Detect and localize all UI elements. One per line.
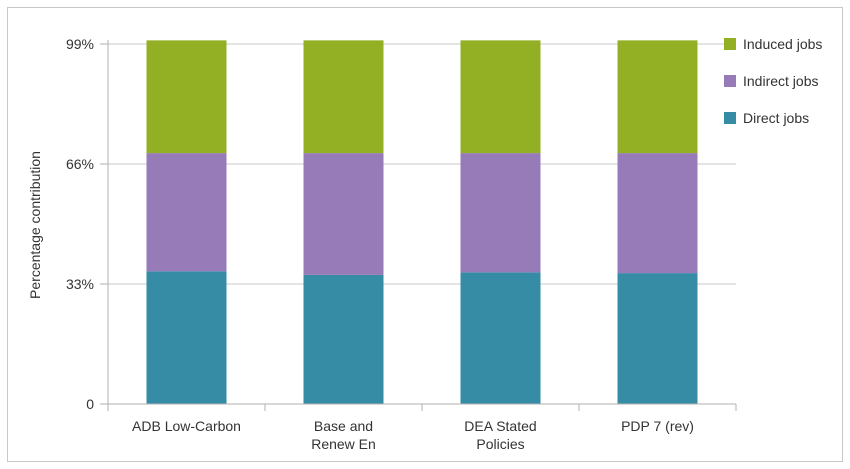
- y-tick-label: 66%: [66, 156, 94, 172]
- x-tick-label: Policies: [476, 436, 524, 452]
- x-tick-label: DEA Stated: [464, 418, 536, 434]
- bar-segment-direct-jobs: [146, 271, 227, 404]
- bar-segment-indirect-jobs: [460, 153, 541, 273]
- bar-segment-indirect-jobs: [303, 153, 384, 275]
- legend-swatch: [724, 38, 736, 50]
- legend-swatch: [724, 75, 736, 87]
- legend-swatch: [724, 112, 736, 124]
- y-axis-label: Percentage contribution: [27, 151, 43, 299]
- x-tick-label: ADB Low-Carbon: [132, 418, 241, 434]
- x-tick-label: Base and: [314, 418, 373, 434]
- legend-label: Indirect jobs: [743, 73, 818, 89]
- bar-segment-induced-jobs: [303, 40, 384, 154]
- bar-segment-indirect-jobs: [146, 153, 227, 272]
- bar-segment-indirect-jobs: [617, 153, 698, 274]
- legend: Induced jobs Indirect jobs Direct jobs: [724, 36, 822, 126]
- bars: [146, 40, 698, 404]
- bar-segment-induced-jobs: [146, 40, 227, 154]
- x-tick-label: PDP 7 (rev): [621, 418, 694, 434]
- bar-segment-direct-jobs: [617, 273, 698, 404]
- bar-segment-induced-jobs: [460, 40, 541, 154]
- x-tick-label: Renew En: [311, 436, 376, 452]
- legend-label: Induced jobs: [743, 36, 822, 52]
- y-tick-label: 0: [86, 396, 94, 412]
- chart-frame: [7, 7, 843, 462]
- axes: 0 33% 66% 99% ADB Low-Carbon Base and Renew En…: [66, 36, 737, 452]
- bar-segment-induced-jobs: [617, 40, 698, 154]
- bar-segment-direct-jobs: [303, 274, 384, 404]
- y-tick-label: 33%: [66, 276, 94, 292]
- legend-label: Direct jobs: [743, 110, 809, 126]
- bar-segment-direct-jobs: [460, 272, 541, 404]
- y-tick-label: 99%: [66, 36, 94, 52]
